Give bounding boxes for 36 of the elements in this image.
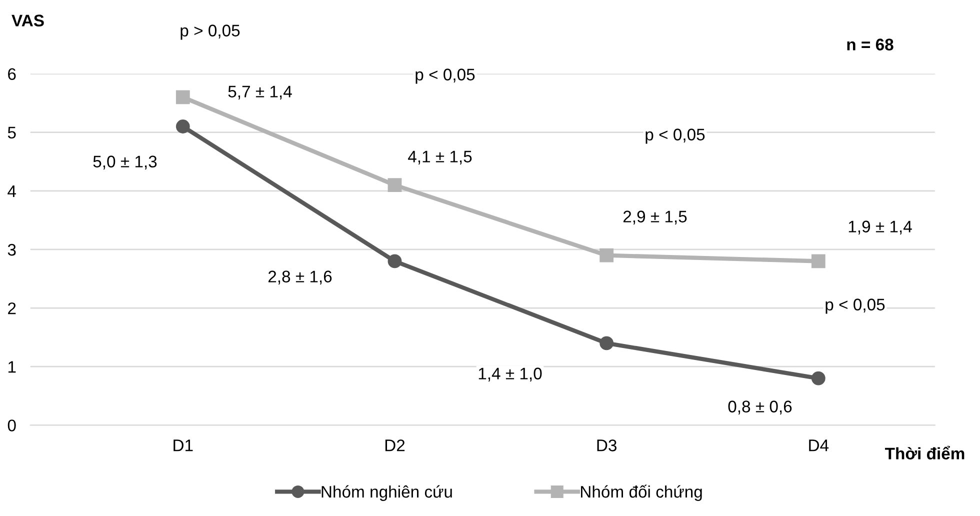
annotation: 5,0 ± 1,3: [93, 156, 157, 170]
point: [811, 371, 826, 386]
x-axis-title: Thời điểm: [885, 446, 964, 460]
point: [388, 178, 402, 192]
x-tick-label: D2: [385, 440, 405, 452]
y-tick-label: 3: [8, 244, 16, 256]
annotation: 2,8 ± 1,6: [268, 270, 332, 284]
legend-label: Nhóm đối chứng: [581, 484, 702, 501]
x-tick-label: D1: [174, 440, 193, 452]
y-tick-label: 0: [8, 420, 16, 432]
annotation: 1,4 ± 1,0: [478, 368, 542, 382]
point: [176, 120, 190, 134]
text: p > 0,05: [180, 24, 240, 40]
point: [388, 254, 402, 268]
annotation: p < 0,05: [826, 298, 885, 314]
y-tick-label: 4: [8, 185, 16, 197]
annotation: 2,9 ± 1,5: [623, 210, 687, 224]
y-tick-label: 2: [8, 302, 16, 314]
y-axis-title: VAS: [12, 14, 44, 26]
x-tick-label: D4: [809, 440, 829, 452]
point: [600, 336, 614, 350]
point: [811, 254, 826, 268]
annotation: p < 0,05: [646, 128, 705, 144]
annotation: 5,7 ± 1,4: [228, 86, 292, 100]
y-tick-label: 1: [8, 361, 16, 373]
annotation: 4,1 ± 1,5: [408, 150, 472, 164]
x-tick-label: D3: [597, 440, 616, 452]
y-tick-label: 6: [8, 68, 16, 80]
point: [176, 90, 190, 104]
legend-label: Nhóm nghiên cứu: [322, 485, 452, 501]
annotation: 0,8 ± 0,6: [728, 400, 792, 414]
text: n = 68: [847, 38, 894, 50]
point: [600, 248, 614, 262]
annotation: 1,9 ± 1,4: [848, 220, 912, 234]
y-tick-label: 5: [8, 126, 16, 139]
annotation: p < 0,05: [416, 68, 475, 84]
